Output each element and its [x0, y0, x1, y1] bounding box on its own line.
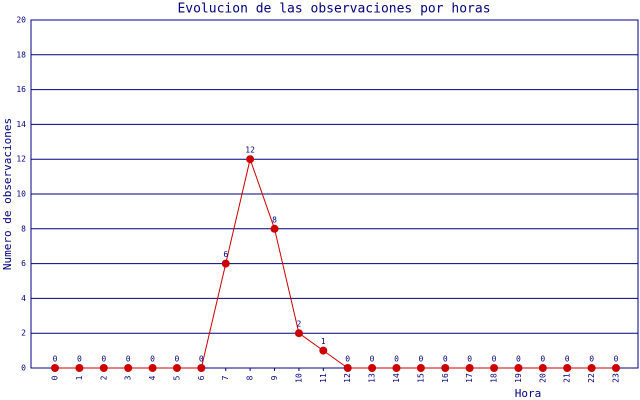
data-label: 0 [175, 355, 180, 364]
marker [246, 155, 255, 164]
data-label: 0 [540, 355, 545, 364]
data-label: 0 [77, 355, 82, 364]
x-tick-label: 21 [563, 373, 572, 383]
marker [587, 364, 596, 372]
marker [490, 364, 499, 372]
x-tick-label: 3 [124, 375, 133, 380]
marker [172, 364, 181, 372]
y-tick-label: 2 [21, 329, 26, 338]
x-tick-label: 18 [490, 373, 499, 383]
x-tick-label: 4 [148, 375, 157, 380]
x-axis-label: Hora [515, 387, 542, 400]
marker [441, 364, 450, 372]
data-label: 0 [589, 355, 594, 364]
x-tick-label: 11 [319, 373, 328, 383]
marker [197, 364, 206, 372]
x-tick-label: 12 [343, 373, 352, 383]
marker [392, 364, 401, 372]
data-label: 0 [492, 355, 497, 364]
y-tick-label: 8 [21, 224, 26, 233]
data-label: 6 [223, 250, 228, 259]
marker [343, 364, 352, 372]
x-tick-label: 8 [246, 375, 255, 380]
x-tick-label: 23 [612, 373, 621, 383]
marker [465, 364, 474, 372]
data-label: 0 [516, 355, 521, 364]
y-tick-label: 16 [16, 85, 26, 94]
x-tick-label: 17 [465, 373, 474, 383]
data-label: 0 [370, 355, 375, 364]
marker [99, 364, 108, 372]
marker [563, 364, 572, 372]
x-tick-label: 5 [172, 375, 181, 380]
data-label: 0 [565, 355, 570, 364]
marker [416, 364, 425, 372]
y-tick-label: 12 [16, 155, 26, 164]
y-tick-label: 18 [16, 50, 26, 59]
marker [51, 364, 59, 372]
x-tick-label: 0 [51, 375, 60, 380]
y-axis-label: Numero de observaciones [1, 118, 14, 270]
marker [514, 364, 523, 372]
data-label: 0 [394, 355, 399, 364]
x-tick-label: 13 [368, 373, 377, 383]
x-tick-label: 9 [270, 375, 279, 380]
marker [538, 364, 547, 372]
x-tick-label: 15 [416, 373, 425, 383]
y-tick-label: 4 [21, 294, 26, 303]
marker [294, 329, 303, 338]
y-tick-label: 0 [21, 364, 26, 373]
x-tick-label: 14 [392, 373, 401, 383]
data-label: 2 [296, 320, 301, 329]
y-tick-label: 20 [16, 16, 26, 25]
data-label: 0 [418, 355, 423, 364]
marker [75, 364, 84, 372]
data-label: 12 [245, 146, 255, 155]
marker [124, 364, 133, 372]
x-tick-label: 7 [221, 375, 230, 380]
y-tick-label: 6 [21, 259, 26, 268]
x-tick-label: 6 [197, 375, 206, 380]
data-label: 0 [126, 355, 131, 364]
x-tick-label: 10 [294, 373, 303, 383]
marker [270, 224, 279, 233]
x-tick-label: 19 [514, 373, 523, 383]
y-tick-label: 14 [16, 120, 26, 129]
data-label: 0 [150, 355, 155, 364]
marker [319, 346, 328, 355]
data-label: 0 [53, 355, 58, 364]
data-label: 0 [467, 355, 472, 364]
data-label: 0 [443, 355, 448, 364]
x-tick-label: 20 [538, 373, 547, 383]
x-tick-label: 22 [587, 373, 596, 383]
x-tick-label: 1 [75, 375, 84, 380]
y-tick-label: 10 [16, 190, 26, 199]
line [55, 157, 616, 369]
data-label: 8 [272, 215, 277, 224]
data-label: 0 [101, 355, 106, 364]
x-tick-label: 2 [99, 375, 108, 380]
data-label: 0 [199, 355, 204, 364]
marker [221, 259, 230, 268]
marker [148, 364, 157, 372]
data-label: 1 [321, 337, 326, 346]
chart-title: Evolucion de las observaciones por horas [177, 2, 490, 17]
marker [612, 364, 620, 372]
data-label: 0 [614, 355, 619, 364]
data-label: 0 [345, 355, 350, 364]
x-tick-label: 16 [441, 373, 450, 383]
marker [368, 364, 377, 372]
